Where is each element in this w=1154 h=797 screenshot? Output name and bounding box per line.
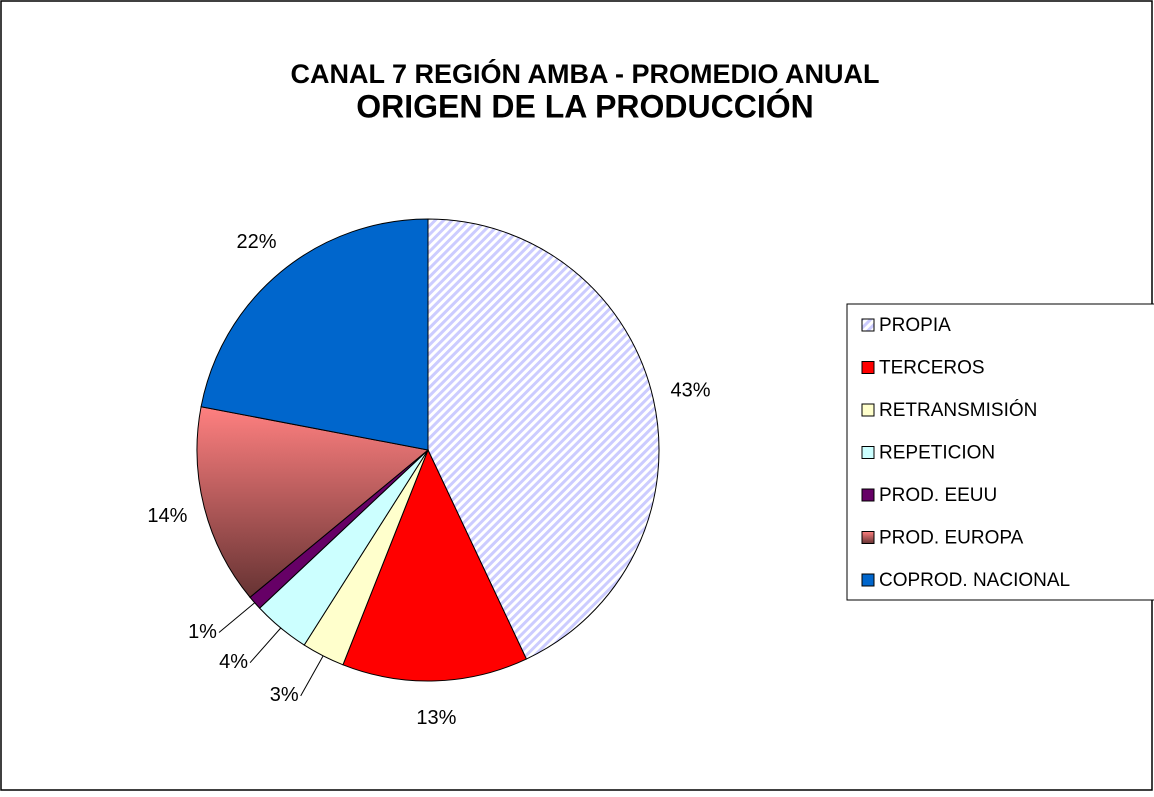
- legend-box: [846, 303, 1154, 601]
- legend-label: PROD. EUROPA: [879, 528, 1024, 549]
- leader-line: [218, 602, 256, 633]
- data-label: 3%: [270, 684, 299, 706]
- pie-slice: [196, 406, 430, 598]
- data-label: 13%: [416, 707, 456, 729]
- legend-swatch: [861, 318, 875, 332]
- data-label: 14%: [147, 505, 187, 527]
- legend-label: RETRANSMISIÓN: [879, 399, 1037, 421]
- legend-swatch: [861, 361, 875, 374]
- data-label: 43%: [671, 380, 711, 402]
- legend-label: PROPIA: [879, 315, 951, 336]
- legend-swatch: [861, 403, 875, 417]
- pie-slice: [200, 218, 429, 451]
- legend-swatch: [861, 531, 875, 544]
- data-label: 4%: [219, 651, 248, 673]
- legend-swatch: [861, 446, 875, 459]
- chart-subtitle: ORIGEN DE LA PRODUCCIÓN: [356, 88, 814, 124]
- legend-label: TERCEROS: [879, 358, 985, 379]
- leader-line: [249, 627, 282, 663]
- pie-slice: [427, 218, 660, 660]
- chart-title: CANAL 7 REGIÓN AMBA - PROMEDIO ANUAL: [290, 58, 879, 89]
- legend-label: COPROD. NACIONAL: [879, 570, 1070, 591]
- legend-swatch: [861, 488, 875, 502]
- legend-swatch: [861, 573, 875, 587]
- pie-slice: [342, 448, 528, 682]
- legend-label: REPETICION: [879, 443, 995, 464]
- data-label: 22%: [237, 231, 277, 253]
- leader-line: [300, 655, 324, 697]
- legend-label: PROD. EEUU: [879, 485, 997, 506]
- data-label: 1%: [188, 621, 217, 643]
